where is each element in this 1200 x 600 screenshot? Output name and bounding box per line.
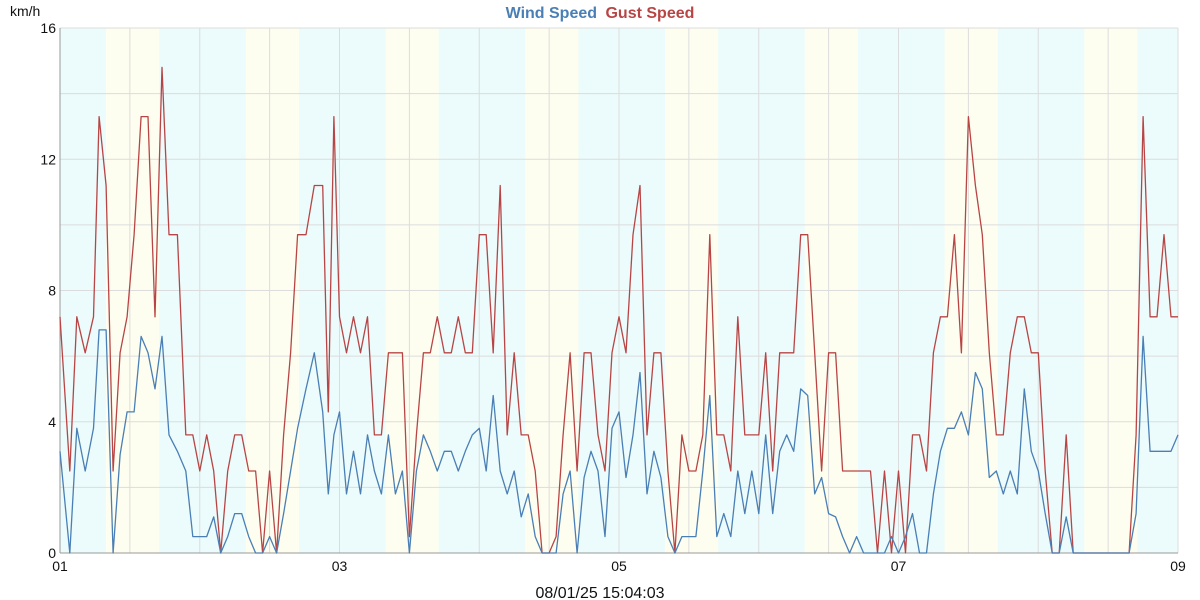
y-tick-label: 16 bbox=[40, 20, 56, 36]
timestamp-footer: 08/01/25 15:04:03 bbox=[535, 585, 664, 600]
title-wind-speed: Wind Speed bbox=[506, 5, 597, 22]
y-tick-labels: 0 4 8 12 16 bbox=[40, 20, 56, 561]
chart-title: Wind Speed Gust Speed bbox=[506, 5, 695, 22]
y-tick-label: 12 bbox=[40, 151, 56, 167]
x-tick-label: 03 bbox=[332, 558, 348, 574]
y-tick-label: 4 bbox=[48, 414, 56, 430]
x-tick-label: 01 bbox=[52, 558, 68, 574]
x-tick-label: 05 bbox=[611, 558, 627, 574]
title-gust-speed: Gust Speed bbox=[605, 5, 694, 22]
x-tick-label: 07 bbox=[891, 558, 907, 574]
y-axis-unit-label: km/h bbox=[10, 3, 40, 19]
axes bbox=[59, 28, 1178, 554]
y-tick-label: 0 bbox=[48, 545, 56, 561]
x-tick-labels: 01 03 05 07 09 bbox=[52, 558, 1186, 574]
series-line-gust-speed bbox=[59, 66, 1178, 554]
series-line-wind-speed bbox=[59, 329, 1179, 554]
x-tick-label: 09 bbox=[1170, 558, 1186, 574]
series-lines bbox=[59, 66, 1179, 554]
y-tick-label: 8 bbox=[48, 283, 56, 299]
